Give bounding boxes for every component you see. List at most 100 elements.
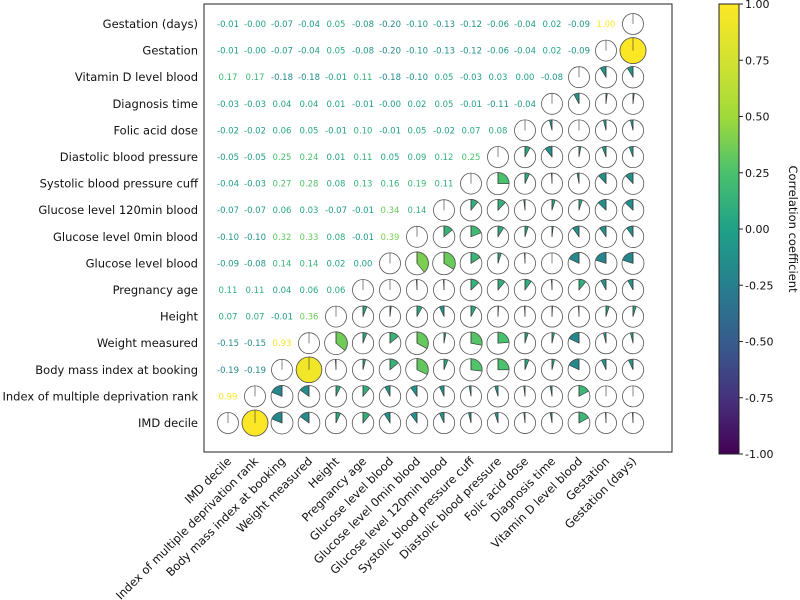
pie-outline bbox=[594, 305, 618, 328]
pie-outline bbox=[378, 385, 402, 408]
pie-outline bbox=[568, 305, 590, 328]
pie-outline bbox=[567, 225, 591, 248]
correlation-value: -0.01 bbox=[352, 206, 374, 216]
pie-outline bbox=[486, 331, 510, 355]
correlation-value: 0.05 bbox=[435, 73, 454, 83]
correlation-pie bbox=[541, 412, 563, 434]
correlation-pie bbox=[622, 13, 644, 35]
correlation-pie bbox=[295, 356, 323, 384]
correlation-pie bbox=[595, 385, 617, 408]
pie-outline bbox=[406, 279, 428, 301]
correlation-pie bbox=[405, 331, 429, 355]
correlation-pie bbox=[460, 172, 482, 195]
correlation-value: 0.05 bbox=[435, 100, 454, 110]
row-label: Weight measured bbox=[97, 336, 198, 350]
correlation-pie bbox=[379, 305, 401, 328]
pie-outline bbox=[513, 225, 537, 248]
correlation-value: -0.04 bbox=[514, 100, 536, 110]
pie-outline bbox=[405, 305, 429, 328]
correlation-pie bbox=[460, 385, 482, 408]
correlation-value: 0.06 bbox=[300, 286, 319, 296]
row-label: Body mass index at booking bbox=[35, 363, 198, 377]
pie-outline bbox=[459, 278, 483, 302]
pie-outline bbox=[486, 278, 510, 302]
correlation-pie bbox=[541, 358, 564, 381]
correlation-pie bbox=[567, 358, 591, 382]
row-label: Glucose level 0min blood bbox=[53, 230, 198, 244]
correlation-pie bbox=[514, 385, 536, 408]
pie-outline bbox=[325, 305, 347, 328]
correlation-pie bbox=[486, 411, 510, 435]
pie-outline bbox=[324, 385, 348, 408]
pie-outline bbox=[595, 119, 618, 142]
correlation-pie bbox=[568, 146, 590, 168]
pie-wedge bbox=[605, 305, 610, 317]
row-label: Glucose level blood bbox=[86, 256, 198, 270]
correlation-pie bbox=[459, 278, 483, 302]
pie-outline bbox=[271, 358, 293, 381]
correlation-value: -0.18 bbox=[271, 73, 293, 83]
pie-outline bbox=[270, 411, 294, 435]
correlation-pie bbox=[513, 225, 537, 248]
correlation-pie bbox=[486, 252, 510, 275]
pie-outline bbox=[621, 145, 645, 169]
correlation-pie bbox=[486, 385, 510, 408]
pie-outline bbox=[594, 172, 618, 195]
correlation-pie bbox=[619, 37, 647, 64]
correlation-value: -0.07 bbox=[271, 47, 293, 57]
pie-wedge bbox=[416, 305, 423, 317]
pie-outline bbox=[405, 385, 429, 408]
correlation-pie bbox=[594, 198, 618, 222]
pie-outline bbox=[378, 358, 402, 382]
correlation-pie bbox=[459, 252, 483, 275]
correlation-value: -0.01 bbox=[460, 100, 482, 110]
pie-outline bbox=[595, 92, 617, 115]
pie-wedge bbox=[299, 385, 310, 397]
pie-outline bbox=[486, 385, 510, 408]
correlation-value: 0.16 bbox=[381, 180, 400, 190]
pie-outline bbox=[568, 66, 590, 89]
correlation-pie bbox=[541, 172, 563, 195]
correlation-pie bbox=[459, 305, 483, 328]
correlation-pie bbox=[486, 278, 510, 302]
pie-outline bbox=[486, 411, 510, 435]
pie-outline bbox=[513, 172, 537, 195]
pie-outline bbox=[487, 305, 509, 328]
pie-wedge bbox=[494, 385, 499, 397]
pie-outline bbox=[568, 146, 590, 168]
correlation-pie bbox=[433, 332, 455, 355]
correlation-value: 0.17 bbox=[219, 73, 238, 83]
pie-outline bbox=[594, 251, 618, 275]
correlation-pie bbox=[297, 385, 321, 408]
colorbar-tick-label: 1.00 bbox=[745, 0, 770, 11]
correlation-pie bbox=[621, 66, 645, 89]
correlation-pie bbox=[325, 305, 347, 328]
colorbar-tick-label: 0.00 bbox=[745, 223, 770, 236]
colorbar-tick-label: -1.00 bbox=[745, 448, 773, 461]
correlation-pie bbox=[541, 119, 564, 142]
correlation-pie bbox=[595, 92, 617, 115]
pie-outline bbox=[432, 305, 456, 328]
correlation-value: 0.02 bbox=[327, 259, 346, 269]
pie-outline bbox=[621, 198, 645, 222]
row-label: Diagnosis time bbox=[112, 97, 198, 111]
correlation-value: 0.11 bbox=[354, 153, 373, 163]
pie-outline bbox=[541, 385, 563, 408]
correlation-pie bbox=[432, 411, 456, 435]
correlation-value: -0.19 bbox=[217, 366, 239, 376]
pie-outline bbox=[567, 358, 591, 382]
pie-outline bbox=[459, 411, 482, 434]
pie-outline bbox=[619, 37, 647, 64]
pie-outline bbox=[595, 412, 617, 434]
correlation-value: 0.93 bbox=[273, 339, 292, 349]
pie-wedge bbox=[467, 412, 472, 424]
pie-wedge bbox=[384, 385, 391, 397]
pie-outline bbox=[621, 278, 645, 302]
pie-outline bbox=[567, 331, 591, 355]
pie-outline bbox=[459, 305, 483, 328]
pie-wedge bbox=[628, 146, 634, 158]
pie-wedge bbox=[416, 358, 429, 376]
correlation-pie bbox=[459, 358, 483, 382]
pie-outline bbox=[459, 358, 483, 382]
